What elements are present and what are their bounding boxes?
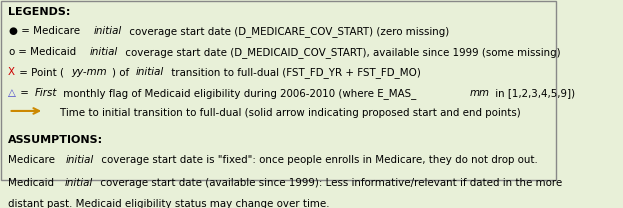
- Text: Time to initial transition to full-dual (solid arrow indicating proposed start a: Time to initial transition to full-dual …: [47, 108, 521, 118]
- Text: monthly flag of Medicaid eligibility during 2006-2010 (where E_MAS_: monthly flag of Medicaid eligibility dur…: [60, 88, 416, 99]
- Text: coverage start date is "fixed": once people enrolls in Medicare, they do not dro: coverage start date is "fixed": once peo…: [98, 155, 538, 165]
- Text: initial: initial: [136, 67, 164, 77]
- Text: transition to full-dual (FST_FD_YR + FST_FD_MO): transition to full-dual (FST_FD_YR + FST…: [168, 67, 421, 78]
- Text: coverage start date (available since 1999): Less informative/relevant if dated i: coverage start date (available since 199…: [97, 178, 563, 188]
- Text: o: o: [8, 47, 14, 57]
- Text: initial: initial: [66, 155, 94, 165]
- Text: = Point (: = Point (: [16, 67, 64, 77]
- Text: initial: initial: [65, 178, 93, 188]
- Text: yy-mm: yy-mm: [71, 67, 107, 77]
- Text: initial: initial: [89, 47, 117, 57]
- Text: distant past. Medicaid eligibility status may change over time.: distant past. Medicaid eligibility statu…: [8, 198, 330, 208]
- Text: mm: mm: [469, 88, 489, 98]
- Text: △: △: [8, 88, 16, 98]
- Text: coverage start date (D_MEDICAID_COV_START), available since 1999 (some missing): coverage start date (D_MEDICAID_COV_STAR…: [121, 47, 560, 58]
- Text: Medicaid: Medicaid: [8, 178, 57, 188]
- Text: ) of: ) of: [112, 67, 133, 77]
- Text: = Medicare: = Medicare: [19, 26, 83, 36]
- Text: X: X: [8, 67, 15, 77]
- Text: LEGENDS:: LEGENDS:: [8, 7, 70, 17]
- Text: initial: initial: [93, 26, 121, 36]
- Text: in [1,2,3,4,5,9]): in [1,2,3,4,5,9]): [492, 88, 576, 98]
- Text: coverage start date (D_MEDICARE_COV_START) (zero missing): coverage start date (D_MEDICARE_COV_STAR…: [126, 26, 449, 37]
- Text: First: First: [34, 88, 57, 98]
- Text: ●: ●: [8, 26, 17, 36]
- Text: ASSUMPTIONS:: ASSUMPTIONS:: [8, 135, 103, 145]
- Text: =: =: [17, 88, 32, 98]
- Text: Medicare: Medicare: [8, 155, 59, 165]
- Text: = Medicaid: = Medicaid: [15, 47, 80, 57]
